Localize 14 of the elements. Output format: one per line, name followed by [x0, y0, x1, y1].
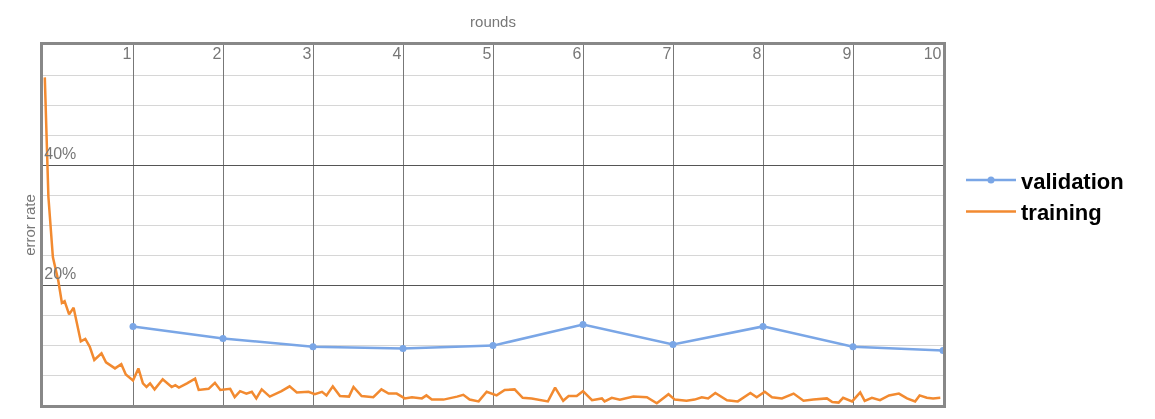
x-tick-label: 7 — [662, 45, 672, 62]
x-tick-label: 10 — [923, 45, 942, 62]
legend-label: training — [1021, 200, 1102, 226]
x-tick-label: 2 — [212, 45, 222, 62]
x-tick-label: 4 — [392, 45, 402, 62]
legend-label: validation — [1021, 168, 1124, 194]
x-tick-label: 1 — [122, 45, 132, 62]
x-axis-title: rounds — [470, 13, 516, 31]
y-axis-title: error rate — [20, 194, 38, 256]
x-tick-label: 9 — [842, 45, 852, 62]
x-tick-label: 3 — [302, 45, 312, 62]
x-tick-label: 6 — [572, 45, 582, 62]
x-tick-label: 5 — [482, 45, 492, 62]
x-tick-label: 8 — [752, 45, 762, 62]
